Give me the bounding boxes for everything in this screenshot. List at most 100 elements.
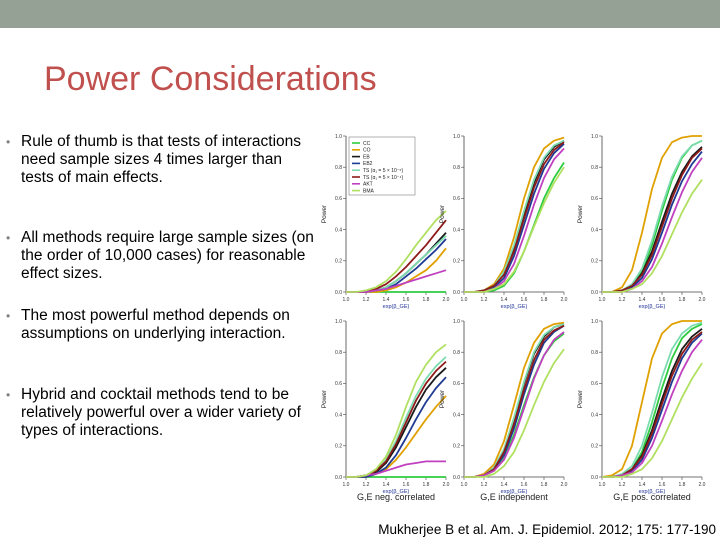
y-tick-label: 0.4 <box>591 412 598 418</box>
x-tick-label: 1.2 <box>619 482 626 488</box>
series-line <box>602 331 703 478</box>
y-tick-label: 1.0 <box>591 319 598 325</box>
top-banner <box>0 0 720 28</box>
x-tick-label: 1.0 <box>599 297 606 303</box>
y-tick-label: 0.0 <box>335 290 342 296</box>
bullet-item: • The most powerful method depends on as… <box>6 307 318 343</box>
y-tick-label: 0.2 <box>591 444 598 450</box>
x-tick-label: 1.2 <box>481 482 488 488</box>
bullet-text: All methods require large sample sizes (… <box>21 229 314 282</box>
x-tick-label: 1.4 <box>383 482 390 488</box>
y-tick-label: 1.0 <box>591 134 598 140</box>
series-line <box>346 210 447 293</box>
bullet-item: • Hybrid and cocktail methods tend to be… <box>6 386 318 440</box>
y-tick-label: 0.2 <box>453 259 460 265</box>
legend-label: CO <box>363 148 371 154</box>
y-tick-label: 1.0 <box>453 319 460 325</box>
x-tick-label: 2.0 <box>699 297 706 303</box>
x-axis-label: exp(β_GE) <box>639 304 666 310</box>
bullet-text: The most powerful method depends on assu… <box>21 307 290 342</box>
series-line <box>602 151 703 293</box>
legend-box <box>348 136 416 196</box>
y-tick-label: 1.0 <box>453 134 460 140</box>
y-tick-label: 0.0 <box>591 475 598 481</box>
plot-panel: 0.0 0.2 0.4 0.6 0.8 1.0 1.0 1.2 1.4 1.6 1.8 2.0 Powe… <box>439 134 568 310</box>
x-tick-label: 1.0 <box>461 297 468 303</box>
x-tick-label: 1.8 <box>541 482 548 488</box>
x-axis-label: exp(β_GE) <box>383 489 410 495</box>
plot-panel: 0.0 0.2 0.4 0.6 0.8 1.0 1.0 1.2 1.4 1.6 1.8 2.0 Powe… <box>321 134 450 310</box>
slide-title: Power Considerations <box>44 60 377 98</box>
x-tick-label: 1.6 <box>521 297 528 303</box>
x-tick-label: 1.8 <box>541 297 548 303</box>
x-axis-label: exp(β_GE) <box>501 489 528 495</box>
y-axis-label: Power <box>577 389 584 408</box>
legend-label: TS (α₁ = 5 × 10⁻⁴) <box>363 175 404 181</box>
bullet-marker: • <box>6 231 11 245</box>
x-tick-label: 1.4 <box>639 482 646 488</box>
bullet-marker: • <box>6 135 11 149</box>
x-tick-label: 1.8 <box>423 297 430 303</box>
plot-panel: 0.0 0.2 0.4 0.6 0.8 1.0 1.0 1.2 1.4 1.6 1.8 2.0 Powe… <box>577 319 706 495</box>
x-tick-label: 1.4 <box>501 297 508 303</box>
series-line <box>602 146 703 293</box>
series-line <box>346 460 446 478</box>
x-tick-label: 1.0 <box>343 482 350 488</box>
bullet-marker: • <box>6 388 11 402</box>
y-tick-label: 1.0 <box>335 134 342 140</box>
y-tick-label: 0.2 <box>335 259 342 265</box>
x-tick-label: 1.2 <box>363 297 370 303</box>
series-line <box>602 179 703 293</box>
column-title: G,E independent <box>480 492 548 502</box>
y-tick-label: 0.0 <box>453 290 460 296</box>
x-tick-label: 2.0 <box>561 482 568 488</box>
legend-label: EB <box>363 154 370 160</box>
y-tick-label: 0.0 <box>335 475 342 481</box>
x-tick-label: 1.6 <box>521 482 528 488</box>
series-line <box>602 135 702 293</box>
y-tick-label: 0.6 <box>591 381 598 387</box>
series-line <box>346 269 447 293</box>
y-tick-label: 0.8 <box>453 350 460 356</box>
legend-label: AKT <box>363 182 373 188</box>
x-axis-label: exp(β_GE) <box>383 304 410 310</box>
legend-label: BMA <box>363 188 375 194</box>
y-tick-label: 0.6 <box>453 381 460 387</box>
plot-panel: 0.0 0.2 0.4 0.6 0.8 1.0 1.0 1.2 1.4 1.6 1.8 2.0 Powe… <box>577 134 706 310</box>
x-tick-label: 1.8 <box>423 482 430 488</box>
series-line <box>464 141 565 293</box>
x-tick-label: 1.4 <box>639 297 646 303</box>
y-axis-label: Power <box>577 204 584 223</box>
y-tick-label: 0.2 <box>453 444 460 450</box>
y-tick-label: 0.6 <box>453 196 460 202</box>
legend-label: EB2 <box>363 161 373 167</box>
y-tick-label: 0.4 <box>335 227 342 233</box>
x-tick-label: 1.0 <box>461 482 468 488</box>
x-tick-label: 2.0 <box>443 482 450 488</box>
x-tick-label: 1.0 <box>343 297 350 303</box>
y-tick-label: 0.4 <box>453 412 460 418</box>
bullet-text: Rule of thumb is that tests of interacti… <box>21 133 301 186</box>
y-tick-label: 0.4 <box>453 227 460 233</box>
y-tick-label: 0.0 <box>453 475 460 481</box>
y-tick-label: 0.4 <box>335 412 342 418</box>
series-line <box>602 321 703 478</box>
series-line <box>464 139 565 293</box>
x-tick-label: 2.0 <box>443 297 450 303</box>
y-tick-label: 0.8 <box>591 350 598 356</box>
series-line <box>602 362 703 478</box>
y-axis-label: Power <box>439 389 446 408</box>
series-line <box>464 321 565 478</box>
y-tick-label: 0.2 <box>591 259 598 265</box>
y-tick-label: 0.6 <box>591 196 598 202</box>
y-axis-label: Power <box>439 204 446 223</box>
bullet-text: Hybrid and cocktail methods tend to be r… <box>21 386 301 439</box>
y-tick-label: 0.8 <box>335 350 342 356</box>
series-line <box>464 331 565 478</box>
bullet-marker: • <box>6 309 11 323</box>
y-tick-label: 0.8 <box>453 165 460 171</box>
x-axis-label: exp(β_GE) <box>501 304 528 310</box>
series-line <box>464 166 565 293</box>
x-tick-label: 1.0 <box>599 482 606 488</box>
y-tick-label: 0.6 <box>335 196 342 202</box>
